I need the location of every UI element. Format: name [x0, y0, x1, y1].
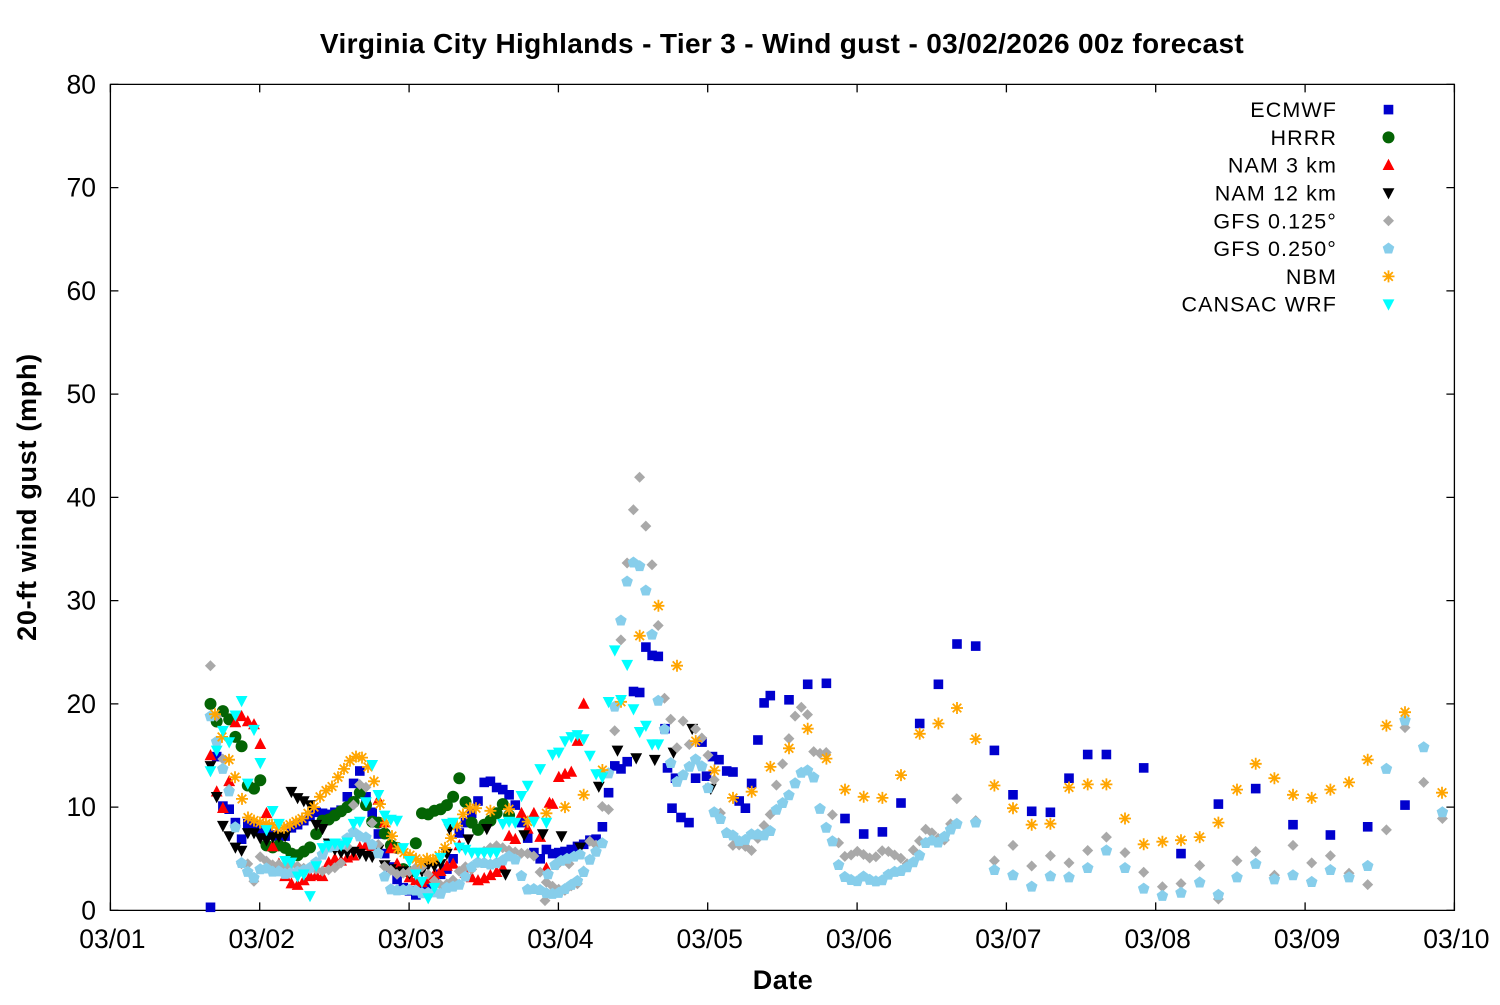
svg-text:NAM 12 km: NAM 12 km	[1215, 182, 1337, 206]
svg-text:80: 80	[67, 69, 96, 99]
svg-text:03/02: 03/02	[229, 924, 295, 954]
svg-text:50: 50	[67, 379, 96, 409]
svg-text:03/08: 03/08	[1125, 924, 1191, 954]
svg-text:20: 20	[67, 689, 96, 719]
svg-text:GFS 0.250°: GFS 0.250°	[1213, 237, 1337, 261]
svg-text:GFS 0.125°: GFS 0.125°	[1213, 209, 1337, 233]
svg-text:CANSAC WRF: CANSAC WRF	[1181, 293, 1337, 317]
svg-text:HRRR: HRRR	[1270, 126, 1337, 150]
svg-text:60: 60	[67, 276, 96, 306]
svg-text:10: 10	[67, 792, 96, 822]
svg-text:Virginia City Highlands - Tier: Virginia City Highlands - Tier 3 - Wind …	[320, 28, 1244, 59]
svg-text:30: 30	[67, 586, 96, 616]
svg-text:70: 70	[67, 173, 96, 203]
svg-text:ECMWF: ECMWF	[1250, 98, 1337, 122]
svg-text:20-ft wind gust (mph): 20-ft wind gust (mph)	[12, 353, 42, 641]
svg-text:03/07: 03/07	[975, 924, 1041, 954]
svg-text:03/10: 03/10	[1423, 924, 1489, 954]
svg-text:03/05: 03/05	[677, 924, 743, 954]
svg-text:03/04: 03/04	[527, 924, 593, 954]
svg-text:03/03: 03/03	[378, 924, 444, 954]
svg-text:0: 0	[81, 895, 96, 925]
svg-text:03/01: 03/01	[79, 924, 145, 954]
svg-text:03/06: 03/06	[826, 924, 892, 954]
svg-text:Date: Date	[753, 965, 814, 995]
svg-text:NBM: NBM	[1286, 265, 1337, 289]
svg-text:40: 40	[67, 482, 96, 512]
svg-text:03/09: 03/09	[1274, 924, 1340, 954]
svg-text:NAM 3 km: NAM 3 km	[1228, 154, 1337, 178]
